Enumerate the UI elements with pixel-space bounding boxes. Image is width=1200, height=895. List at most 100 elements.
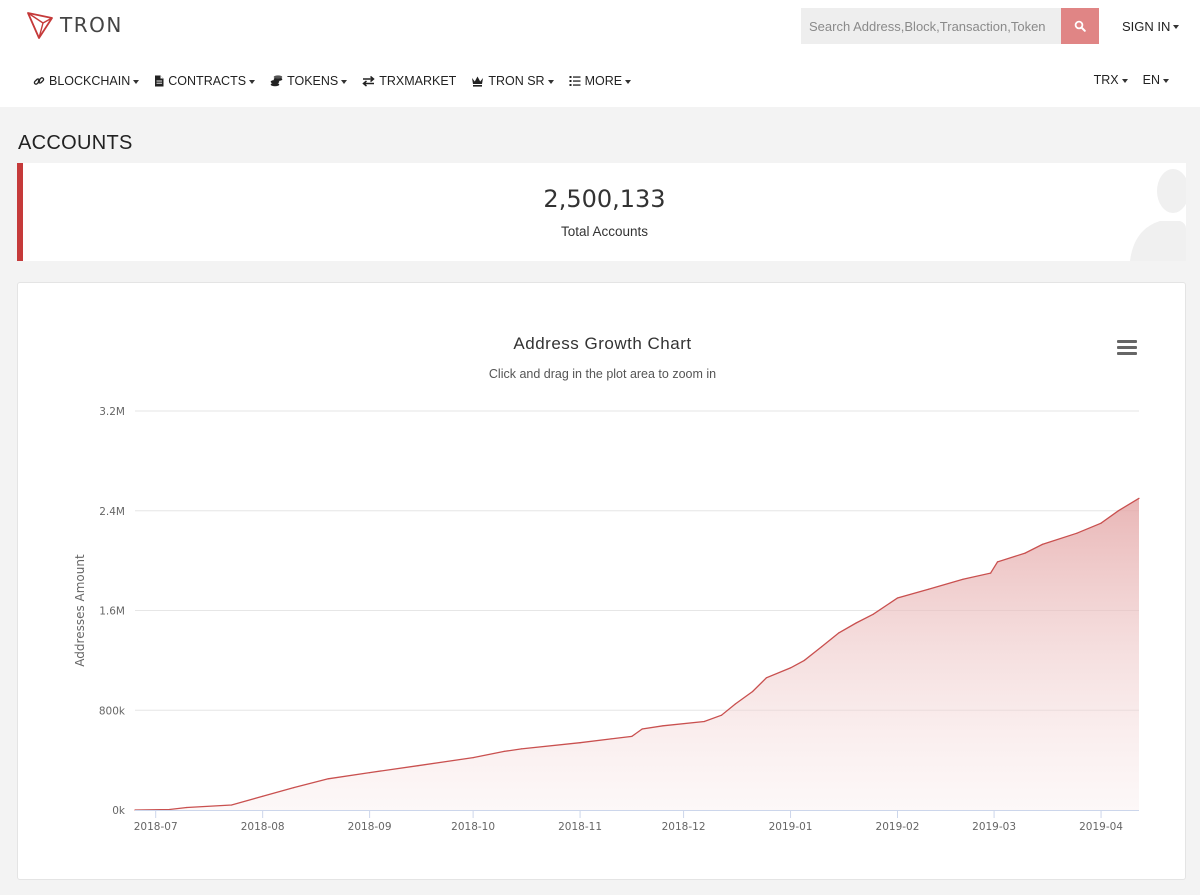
list-icon [569, 76, 581, 86]
nav-contracts[interactable]: CONTRACTS [154, 74, 256, 88]
main-nav: BLOCKCHAIN CONTRACTS TOKENS [33, 73, 646, 89]
currency-label: TRX [1093, 73, 1119, 87]
chevron-down-icon [1173, 25, 1180, 29]
tron-logo-icon [27, 12, 53, 39]
file-icon [155, 75, 164, 87]
data-point [896, 597, 899, 599]
chart-menu-button[interactable] [1117, 340, 1137, 356]
data-point [610, 738, 612, 740]
chevron-down-icon [1121, 78, 1128, 83]
y-tick-label: 2.4M [99, 506, 125, 518]
link-icon [33, 77, 45, 85]
data-point [520, 748, 522, 750]
page-title: ACCOUNTS [18, 132, 133, 154]
x-tick-label: 2018-12 [662, 821, 706, 833]
x-tick-label: 2018-11 [558, 821, 602, 833]
data-point [231, 804, 233, 806]
nav-more-label: MORE [584, 74, 623, 88]
nav-right: TRX EN [1079, 73, 1169, 87]
hamburger-icon [1117, 340, 1137, 343]
exchange-icon [362, 75, 375, 87]
crown-icon [472, 76, 484, 87]
nav-tron-sr-label: TRON SR [488, 74, 545, 88]
data-point [927, 588, 930, 590]
data-point [703, 720, 705, 723]
y-tick-label: 1.6M [99, 606, 125, 618]
signin-label: SIGN IN [1122, 19, 1171, 34]
data-point [990, 572, 992, 574]
signin-dropdown[interactable]: SIGN IN [1122, 19, 1180, 34]
search-input[interactable] [801, 8, 1061, 44]
data-point [803, 659, 805, 661]
total-accounts-value: 2,500,133 [543, 185, 666, 213]
nav-contracts-label: CONTRACTS [168, 74, 247, 88]
data-point [872, 613, 874, 615]
data-point [579, 742, 581, 744]
data-point [472, 757, 474, 759]
chart-title: Address Growth Chart [513, 334, 692, 353]
language-dropdown[interactable]: EN [1143, 73, 1169, 87]
x-tick-label: 2018-10 [451, 821, 495, 833]
data-point [752, 690, 754, 693]
data-point [641, 728, 643, 730]
nav-more[interactable]: MORE [569, 74, 632, 88]
y-tick-label: 800k [99, 705, 126, 717]
logo-text: TRON [60, 13, 123, 37]
y-tick-label: 0k [112, 805, 126, 817]
nav-trxmarket[interactable]: TRXMARKET [362, 74, 456, 88]
data-point [1041, 543, 1043, 545]
chevron-down-icon [341, 79, 348, 84]
series-area [135, 498, 1139, 810]
x-tick-label: 2018-08 [241, 821, 285, 833]
x-tick-label: 2019-04 [1079, 821, 1123, 833]
data-point [996, 561, 999, 563]
data-point [327, 778, 329, 780]
nav-tron-sr[interactable]: TRON SR [471, 74, 554, 88]
x-tick-label: 2019-01 [769, 821, 813, 833]
data-point [821, 646, 823, 648]
data-point [417, 765, 419, 767]
data-point [962, 578, 964, 580]
address-growth-chart-card: 0k 800k 1.6M 2.4M 3.2M 2018-07 2018-08 2018-09 2… [17, 282, 1186, 880]
nav-blockchain-label: BLOCKCHAIN [49, 74, 131, 88]
data-point [734, 703, 736, 705]
nav-tokens-label: TOKENS [287, 74, 339, 88]
nav-blockchain[interactable]: BLOCKCHAIN [33, 74, 140, 88]
data-point [1138, 497, 1140, 499]
y-axis-label: Addresses Amount [73, 554, 87, 667]
data-point [262, 795, 264, 797]
currency-dropdown[interactable]: TRX [1094, 73, 1128, 87]
data-point [720, 714, 723, 716]
data-point [1117, 510, 1119, 512]
x-tick-label: 2019-03 [972, 821, 1016, 833]
chevron-down-icon [1163, 78, 1169, 83]
data-point [168, 808, 171, 811]
nav-tokens[interactable]: TOKENS [270, 74, 348, 88]
data-point [631, 735, 633, 737]
tron-logo[interactable]: TRON [26, 10, 123, 40]
user-silhouette-icon [1130, 169, 1186, 261]
data-point [1100, 522, 1102, 524]
data-point [1076, 532, 1078, 534]
data-point [186, 806, 188, 809]
chart-subtitle: Click and drag in the plot area to zoom … [488, 367, 717, 381]
data-point [789, 667, 792, 669]
language-label: EN [1142, 73, 1160, 87]
chevron-down-icon [249, 79, 256, 84]
total-accounts-label: Total Accounts [560, 224, 649, 239]
data-point [838, 632, 840, 634]
data-point [662, 725, 664, 727]
data-point [369, 772, 371, 774]
total-accounts-card: 2,500,133 Total Accounts [17, 163, 1186, 261]
chevron-down-icon [547, 79, 554, 84]
x-tick-label: 2018-07 [134, 821, 178, 833]
y-tick-label: 3.2M [99, 406, 125, 418]
x-tick-label: 2018-09 [348, 821, 392, 833]
search-button[interactable] [1061, 8, 1099, 44]
chevron-down-icon [625, 79, 632, 84]
data-point [503, 750, 505, 752]
nav-trxmarket-label: TRXMARKET [379, 74, 457, 88]
address-growth-chart[interactable]: 0k 800k 1.6M 2.4M 3.2M 2018-07 2018-08 2018-09 2… [18, 283, 1187, 881]
top-header: TRON SIGN IN BLOCKCHAIN CONT [0, 0, 1200, 107]
coins-icon [270, 75, 283, 87]
